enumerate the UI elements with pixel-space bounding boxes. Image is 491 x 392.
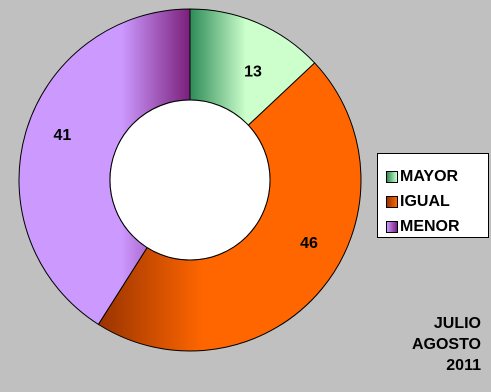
legend-swatch-menor [386, 220, 398, 233]
slice-value-menor: 41 [54, 127, 72, 144]
caption-year: 2011 [446, 357, 481, 374]
legend-item-mayor: MAYOR [386, 164, 488, 189]
slice-value-mayor: 13 [244, 63, 262, 80]
caption-month-1: JULIO [433, 315, 481, 332]
donut-slices [18, 8, 362, 352]
legend-item-igual: IGUAL [386, 189, 488, 214]
slice-value-igual: 46 [300, 235, 318, 252]
legend-label-menor: MENOR [400, 217, 460, 235]
period-caption: JULIO AGOSTO 2011 [412, 313, 481, 376]
legend-swatch-igual [386, 195, 398, 208]
legend-item-menor: MENOR [386, 214, 488, 239]
slice-labels: 13 46 41 [54, 63, 319, 252]
legend-label-mayor: MAYOR [400, 167, 459, 185]
legend: MAYOR IGUAL MENOR [377, 153, 489, 238]
caption-month-2: AGOSTO [411, 336, 481, 353]
donut-hole [109, 99, 271, 261]
legend-label-igual: IGUAL [400, 192, 450, 210]
legend-swatch-mayor [386, 170, 398, 183]
